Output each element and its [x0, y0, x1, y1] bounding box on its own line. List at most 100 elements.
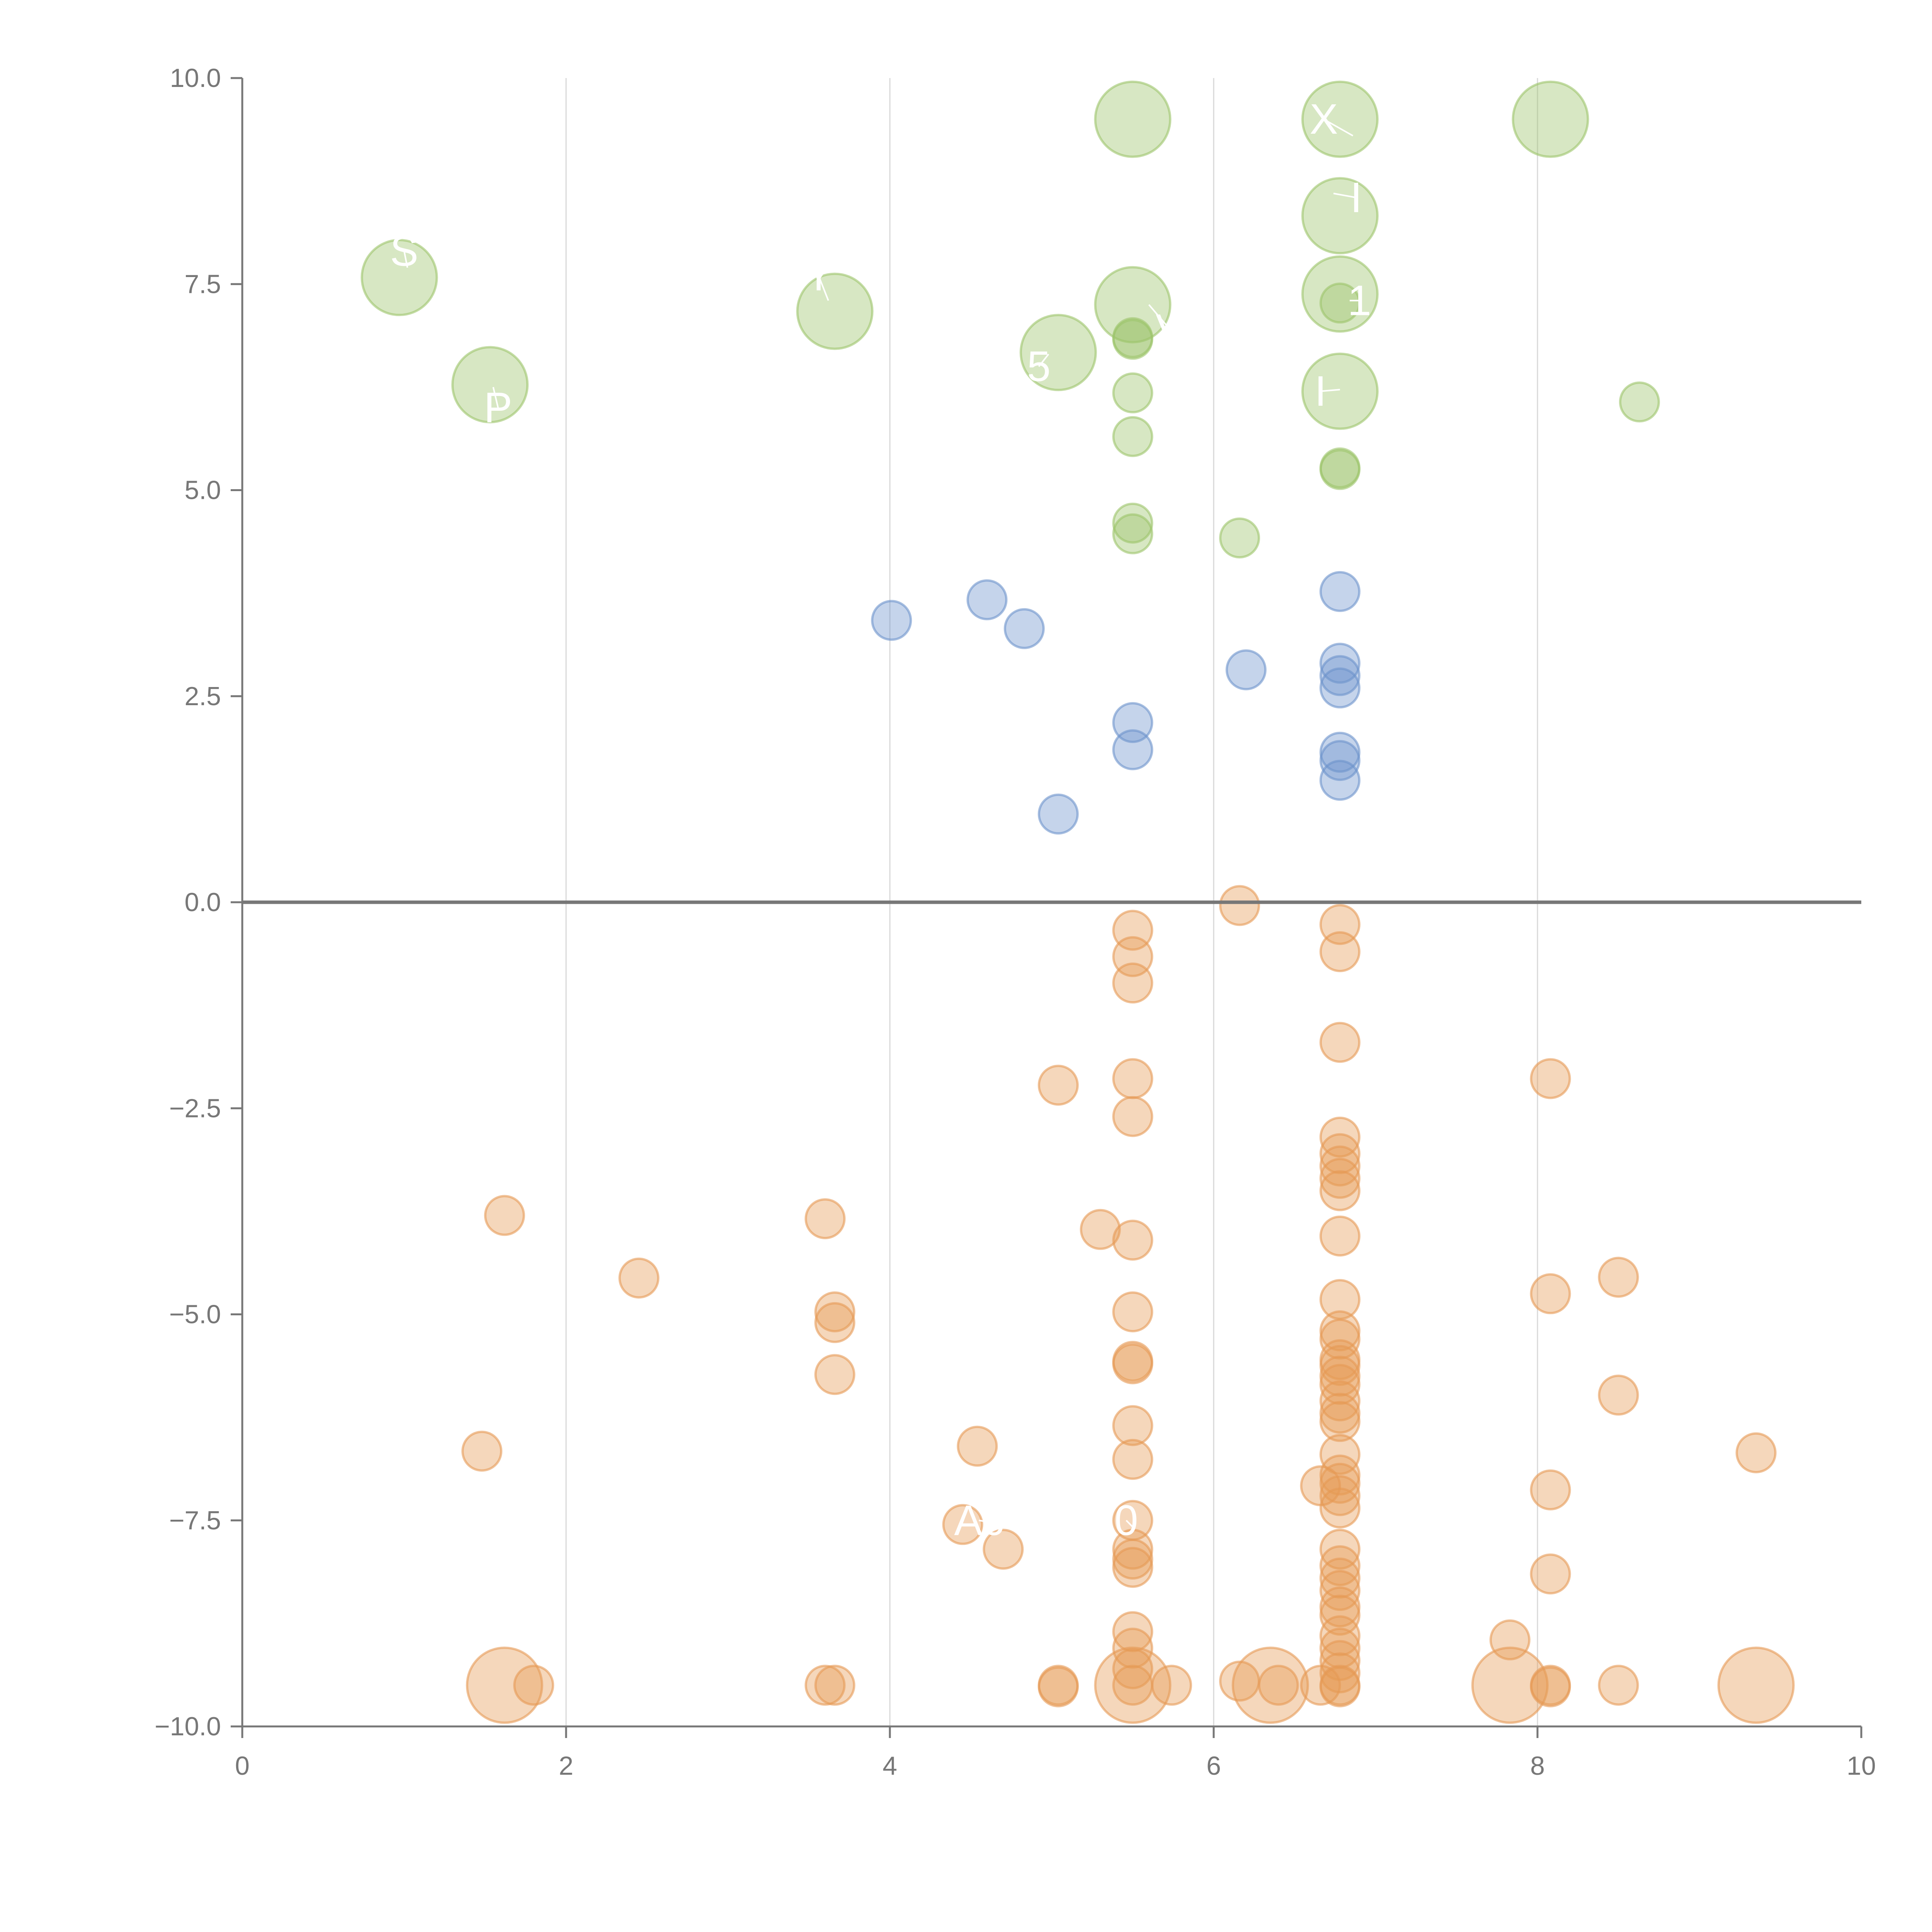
orange-point	[1598, 1374, 1639, 1416]
orange-point	[1319, 1529, 1361, 1570]
green-point	[1301, 177, 1379, 255]
orange-point	[1112, 963, 1153, 1004]
orange-point	[1112, 1529, 1153, 1570]
orange-point	[1319, 931, 1361, 972]
orange-point	[1080, 1209, 1121, 1250]
green-point	[1019, 314, 1097, 391]
y-tick-label: 2.5	[184, 682, 221, 711]
data-points	[361, 80, 1795, 1724]
label-leader-line	[1320, 389, 1340, 392]
orange-point	[1094, 1646, 1172, 1724]
orange-point	[1717, 1646, 1795, 1724]
x-tick-label: 6	[1206, 1751, 1221, 1781]
label-leader-line	[492, 387, 499, 408]
orange-point	[1530, 1469, 1571, 1510]
label-leader-line	[403, 251, 408, 268]
blue-point	[1319, 655, 1361, 696]
x-tick-label: 8	[1530, 1751, 1545, 1781]
blue-point	[966, 579, 1008, 621]
orange-point	[1530, 1666, 1571, 1708]
orange-point	[1319, 1364, 1361, 1405]
x-tick-label: 10	[1847, 1751, 1876, 1781]
green-point	[1112, 416, 1153, 457]
y-tick-label: −7.5	[169, 1506, 221, 1535]
orange-point	[1319, 1145, 1361, 1187]
orange-point	[1319, 1133, 1361, 1174]
y-tick-label: −5.0	[169, 1300, 221, 1329]
orange-point	[484, 1195, 525, 1236]
orange-point	[1112, 1439, 1153, 1480]
orange-point	[1319, 1158, 1361, 1199]
orange-point	[1319, 1401, 1361, 1442]
orange-point	[1319, 1652, 1361, 1694]
green-point	[1112, 319, 1153, 360]
orange-point	[804, 1198, 846, 1240]
green-point	[1319, 449, 1361, 490]
label-leader-line	[1333, 192, 1357, 199]
orange-point	[942, 1504, 983, 1545]
orange-point	[1319, 1558, 1361, 1599]
orange-point	[1258, 1665, 1299, 1706]
y-tick-label: −10.0	[155, 1712, 221, 1741]
y-tick-label: 0.0	[184, 888, 221, 917]
blue-point	[1037, 793, 1079, 835]
green-point	[1619, 381, 1660, 423]
orange-point	[1112, 1219, 1153, 1261]
green-point	[1301, 255, 1379, 333]
orange-point	[1319, 1570, 1361, 1611]
x-tick-label: 0	[235, 1751, 250, 1781]
orange-point	[957, 1425, 998, 1467]
point-label: P	[484, 384, 512, 432]
point-label: Y	[804, 252, 833, 299]
green-point	[1512, 80, 1589, 158]
green-point	[1112, 513, 1153, 554]
orange-point	[1151, 1665, 1192, 1706]
x-tick-label: 4	[883, 1751, 897, 1781]
orange-point	[1300, 1465, 1341, 1507]
orange-point	[983, 1529, 1024, 1570]
point-label: 1	[1348, 277, 1371, 324]
orange-point	[1112, 1648, 1153, 1689]
blue-point	[1319, 571, 1361, 612]
blue-point	[1319, 643, 1361, 684]
y-tick-label: 10.0	[170, 63, 221, 93]
green-point	[1094, 266, 1172, 344]
orange-point	[1112, 1291, 1153, 1333]
orange-point	[1112, 1058, 1153, 1099]
orange-point	[1319, 1434, 1361, 1475]
orange-point	[1037, 1666, 1079, 1708]
orange-point	[618, 1257, 660, 1299]
blue-point	[1225, 649, 1267, 690]
orange-point	[513, 1665, 554, 1706]
label-leader-line	[1126, 1520, 1133, 1528]
orange-point	[814, 1302, 855, 1343]
point-label: Ac	[954, 1497, 1003, 1544]
orange-point	[1037, 1065, 1079, 1106]
orange-point	[1319, 1595, 1361, 1636]
orange-point	[1319, 1022, 1361, 1063]
orange-point	[1319, 1116, 1361, 1158]
orange-point	[466, 1646, 543, 1724]
blue-point	[1319, 667, 1361, 709]
blue-point	[1003, 608, 1045, 649]
orange-point	[1231, 1646, 1309, 1724]
green-point	[1112, 502, 1153, 544]
point-label: V	[1156, 306, 1184, 353]
orange-point	[814, 1354, 855, 1395]
orange-point	[1319, 1170, 1361, 1211]
orange-point	[814, 1291, 855, 1333]
orange-point	[804, 1665, 846, 1706]
orange-point	[814, 1665, 855, 1706]
orange-point	[1219, 885, 1260, 926]
orange-point	[1112, 1096, 1153, 1137]
label-leader-line	[979, 1519, 1003, 1526]
green-point	[1094, 80, 1172, 158]
label-leader-line	[1323, 118, 1354, 137]
point-label: I	[1350, 174, 1362, 221]
green-point	[1112, 372, 1153, 413]
orange-point	[1112, 1405, 1153, 1446]
green-point	[1219, 517, 1260, 559]
green-point	[1301, 352, 1379, 430]
green-point	[796, 272, 874, 350]
